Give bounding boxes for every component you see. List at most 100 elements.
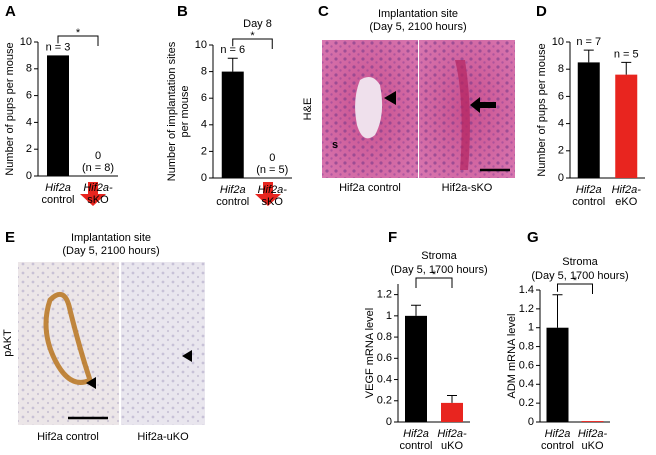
y-axis-label: Number of pups per mouse (536, 43, 548, 176)
image-caption: Hif2a-sKO (442, 182, 493, 194)
y-tick-label: 1 (528, 322, 534, 334)
x-tick-label: control (399, 440, 432, 452)
y-tick-label: 4 (558, 118, 564, 130)
x-tick-label: Hif2a- (578, 428, 608, 440)
significance-bracket (415, 277, 453, 288)
y-tick-label: 2 (201, 145, 207, 157)
bar (47, 55, 69, 176)
y-tick-label: 2 (558, 145, 564, 157)
arrow (255, 182, 281, 206)
x-tick-label: control (572, 196, 605, 208)
image-title: (Day 5, 2100 hours) (369, 21, 466, 33)
error-bar (411, 304, 421, 316)
bar (615, 74, 638, 178)
y-axis-label: per mouse (179, 86, 191, 138)
bar-label: n = 6 (220, 44, 245, 56)
image-title: Implantation site (378, 8, 458, 20)
y-tick-label: 8 (558, 63, 564, 75)
y-tick-label: 1 (386, 310, 392, 322)
significance-bracket (232, 38, 273, 49)
y-tick-label: 8 (201, 66, 207, 78)
y-tick-label: 4 (201, 119, 207, 131)
x-tick-label: sKO (87, 194, 109, 206)
arrow (80, 182, 106, 206)
image-caption: Hif2a-uKO (137, 431, 189, 443)
y-tick-label: 0 (386, 416, 392, 428)
y-tick-label: 0.2 (377, 395, 392, 407)
y-tick-label: 2 (26, 143, 32, 155)
x-tick-label: Hif2a- (612, 184, 642, 196)
x-tick-label: uKO (581, 440, 603, 452)
y-tick-label: 10 (20, 36, 32, 48)
y-tick-label: 10 (552, 36, 564, 48)
bar (577, 62, 600, 178)
bar-label: 0 (269, 152, 275, 164)
y-axis-label: VEGF mRNA level (364, 308, 376, 398)
panel-label: C (318, 3, 329, 20)
bar-label: (n = 5) (256, 164, 288, 176)
y-tick-label: 0.6 (377, 352, 392, 364)
y-tick-label: 1.2 (519, 303, 534, 315)
image-e (18, 262, 205, 425)
bar (581, 421, 604, 422)
y-tick-label: 10 (195, 39, 207, 51)
x-tick-label: Hif2a (45, 182, 71, 194)
bar (405, 315, 427, 422)
y-tick-label: 0 (201, 172, 207, 184)
image-title: Implantation site (71, 232, 151, 244)
chart-title: Day 8 (243, 18, 272, 30)
error-bar (447, 394, 457, 403)
chart-title: (Day 5, 1700 hours) (390, 264, 487, 276)
x-tick-label: control (216, 196, 249, 208)
error-bar (552, 294, 563, 328)
significance-label: * (573, 275, 578, 287)
y-tick-label: 6 (558, 90, 564, 102)
bar (441, 402, 463, 422)
chart-title: (Day 5, 1700 hours) (531, 270, 628, 282)
image-title: (Day 5, 2100 hours) (62, 245, 159, 257)
x-tick-label: control (41, 194, 74, 206)
side-label: H&E (302, 98, 314, 121)
x-tick-label: Hif2a (403, 428, 429, 440)
chart-title: Stroma (562, 256, 598, 268)
y-tick-label: 0.8 (519, 340, 534, 352)
bar (221, 71, 244, 178)
y-tick-label: 1.4 (519, 284, 534, 296)
panel-label: E (5, 229, 15, 246)
significance-label: * (250, 30, 255, 42)
chart-title: Stroma (421, 250, 457, 262)
y-tick-label: 0.4 (519, 378, 534, 390)
image-caption: Hif2a control (37, 431, 99, 443)
panel-label: B (177, 3, 188, 20)
y-axis-label: Number of implantation sites (166, 41, 178, 181)
x-tick-label: Hif2a (545, 428, 571, 440)
bar-label: n = 7 (576, 36, 601, 48)
side-label: pAKT (2, 329, 14, 357)
x-tick-label: control (541, 440, 574, 452)
y-tick-label: 4 (26, 116, 32, 128)
bar-label: (n = 8) (82, 162, 114, 174)
y-tick-label: 8 (26, 63, 32, 75)
bar-label: n = 3 (46, 41, 71, 53)
y-tick-label: 0.6 (519, 359, 534, 371)
panel-label: A (5, 3, 16, 20)
x-tick-label: eKO (615, 196, 637, 208)
error-bar (621, 61, 632, 75)
bar-label: 0 (95, 150, 101, 162)
y-axis-label: ADM mRNA level (506, 314, 518, 399)
error-bar (227, 57, 238, 72)
image-caption: Hif2a control (339, 182, 401, 194)
panel-label: F (388, 229, 397, 246)
x-tick-label: Hif2a (220, 184, 246, 196)
y-tick-label: 6 (26, 90, 32, 102)
significance-bracket (57, 35, 99, 46)
x-tick-label: sKO (262, 196, 284, 208)
bar-label: n = 5 (614, 48, 639, 60)
bar (546, 327, 569, 422)
x-tick-label: Hif2a- (437, 428, 467, 440)
y-tick-label: 0 (26, 170, 32, 182)
y-axis-label: Number of pups per mouse (4, 42, 16, 175)
significance-label: * (432, 269, 437, 281)
x-tick-label: uKO (441, 440, 463, 452)
